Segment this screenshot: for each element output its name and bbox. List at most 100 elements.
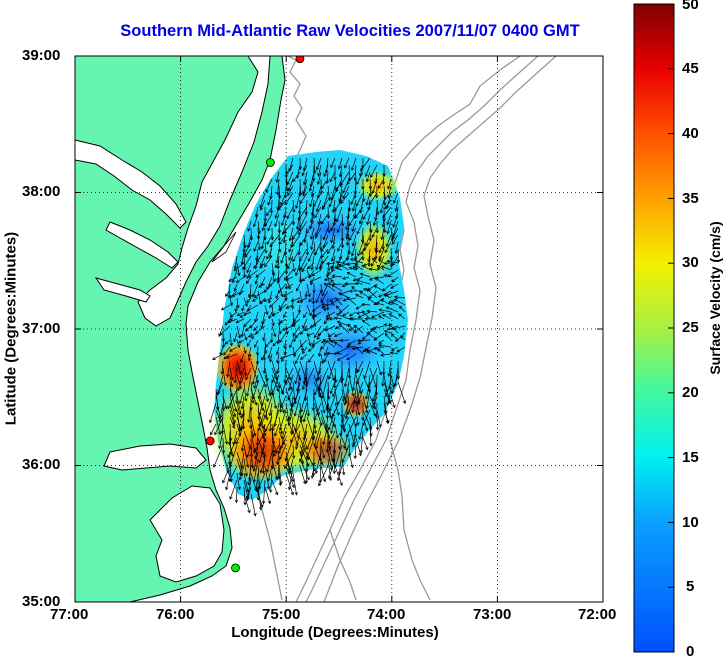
velocity-arrow: [317, 164, 322, 177]
velocity-arrow: [333, 341, 343, 348]
velocity-arrow: [215, 416, 222, 436]
velocity-arrow: [324, 157, 329, 174]
velocity-arrow: [310, 255, 315, 271]
velocity-arrow: [242, 255, 252, 271]
velocity-arrow: [326, 297, 330, 311]
velocity-arrow: [219, 402, 224, 419]
velocity-arrow: [380, 265, 392, 271]
velocity-arrow: [351, 199, 357, 212]
velocity-arrow: [356, 220, 364, 235]
velocity-arrow: [332, 374, 343, 398]
velocity-arrow: [394, 241, 399, 255]
velocity-arrow: [324, 346, 329, 357]
velocity-arrow: [362, 395, 369, 414]
velocity-arrow: [378, 308, 392, 313]
velocity-arrow: [257, 367, 267, 388]
x-tick-label: 72:00: [578, 606, 617, 623]
velocity-arrow: [264, 388, 269, 403]
station-marker: [231, 563, 240, 573]
velocity-arrow: [287, 388, 294, 401]
velocity-arrow: [320, 444, 326, 459]
velocity-arrow: [286, 206, 294, 220]
velocity-arrow: [290, 297, 301, 303]
velocity-arrow: [315, 157, 322, 171]
velocity-arrow: [348, 451, 354, 469]
velocity-arrow: [351, 285, 357, 292]
velocity-arrow: [287, 255, 294, 270]
velocity-arrow: [267, 192, 273, 206]
velocity-arrow: [310, 227, 315, 240]
velocity-arrow: [347, 323, 357, 334]
velocity-arrow: [228, 276, 238, 282]
velocity-arrow: [318, 465, 329, 487]
velocity-arrow: [302, 185, 308, 197]
velocity-arrow: [257, 493, 264, 508]
velocity-arrow: [246, 304, 259, 312]
velocity-arrow: [344, 282, 357, 286]
albemarle-sound: [103, 443, 207, 471]
velocity-arrow: [266, 234, 273, 245]
x-tick-label: 75:00: [262, 606, 301, 623]
velocity-arrow: [330, 265, 343, 271]
velocity-arrow: [313, 381, 322, 396]
colorbar: [633, 3, 675, 653]
velocity-arrow: [380, 353, 392, 357]
velocity-arrow: [362, 185, 366, 202]
velocity-arrow: [330, 297, 343, 304]
velocity-arrow: [371, 178, 378, 194]
velocity-arrow: [291, 444, 296, 460]
velocity-arrow: [285, 374, 293, 391]
velocity-arrow: [277, 220, 282, 234]
velocity-arrow: [333, 316, 343, 320]
velocity-arrow: [221, 437, 226, 454]
velocity-arrow: [311, 388, 316, 412]
velocity-arrow: [272, 339, 280, 347]
velocity-arrow: [340, 367, 345, 382]
velocity-arrow: [257, 416, 266, 432]
velocity-arrow: [273, 444, 280, 457]
velocity-arrow: [234, 486, 239, 504]
velocity-arrow: [361, 302, 371, 307]
river-3: [94, 277, 151, 303]
velocity-arrow: [321, 178, 329, 190]
colorbar-tick-label: 40: [682, 125, 699, 142]
velocity-arrow: [260, 255, 266, 267]
velocity-arrow: [360, 241, 371, 255]
velocity-arrow: [221, 332, 226, 342]
velocity-arrow: [362, 374, 371, 393]
velocity-arrow: [294, 332, 301, 339]
velocity-arrow: [218, 430, 224, 450]
velocity-arrow: [388, 323, 399, 334]
velocity-arrow: [301, 276, 308, 282]
velocity-arrow: [369, 416, 373, 437]
velocity-arrow: [263, 283, 273, 293]
velocity-arrow: [320, 353, 325, 365]
velocity-arrow: [264, 304, 269, 316]
velocity-arrow: [283, 290, 294, 297]
velocity-arrow: [391, 301, 399, 306]
velocity-arrow: [253, 241, 259, 252]
velocity-arrow: [387, 185, 392, 199]
velocity-arrow: [278, 325, 282, 335]
velocity-arrow: [267, 465, 273, 482]
velocity-arrow: [278, 304, 287, 311]
velocity-arrow: [327, 185, 332, 202]
velocity-arrow: [224, 318, 231, 326]
velocity-arrow: [308, 178, 315, 192]
y-tick-label: 36:00: [22, 456, 61, 473]
velocity-arrow: [214, 416, 224, 436]
velocity-arrow: [306, 304, 312, 317]
velocity-arrow: [263, 297, 273, 302]
velocity-arrow: [341, 388, 346, 403]
velocity-arrow: [288, 241, 294, 253]
colorbar-tick-label: 0: [686, 643, 695, 660]
velocity-arrow: [236, 262, 241, 277]
velocity-arrow: [398, 313, 406, 320]
velocity-arrow: [381, 234, 385, 251]
velocity-arrow: [325, 395, 330, 420]
velocity-arrow: [278, 416, 284, 435]
velocity-arrow: [376, 264, 385, 271]
velocity-arrow: [246, 297, 252, 304]
velocity-arrow: [340, 234, 345, 249]
velocity-arrow: [285, 367, 292, 381]
